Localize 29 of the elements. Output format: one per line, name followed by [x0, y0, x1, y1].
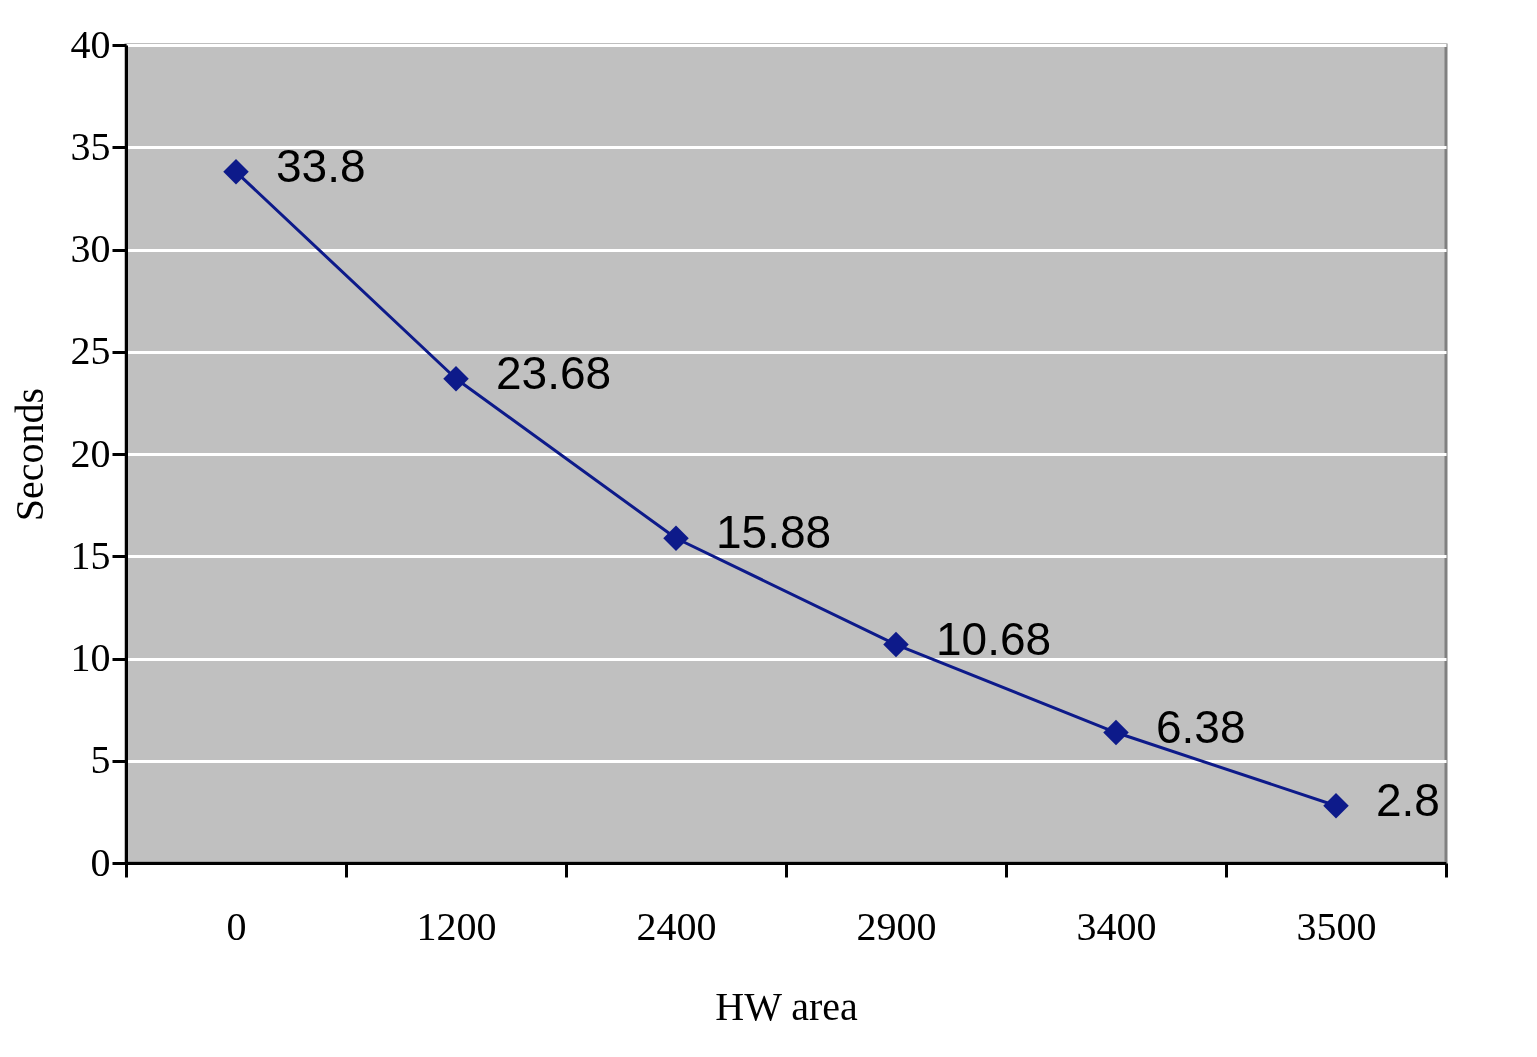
y-tick-label: 35	[70, 123, 111, 169]
x-tick-label: 2900	[856, 903, 937, 949]
x-tick-label: 3400	[1076, 903, 1157, 949]
x-tick-label: 1200	[416, 903, 497, 949]
y-tick-label: 25	[70, 328, 111, 374]
x-tick-label: 2400	[636, 903, 717, 949]
point	[1103, 719, 1129, 746]
point	[223, 159, 249, 185]
x-tick-label: 3500	[1296, 903, 1377, 949]
data-label: 23.68	[496, 346, 612, 399]
data-label: 10.68	[936, 612, 1052, 665]
data-label: 2.8	[1376, 773, 1440, 826]
data-label: 33.8	[276, 139, 366, 192]
x-tick-label: 0	[226, 903, 247, 949]
data-label: 15.88	[716, 506, 832, 559]
y-tick-label: 40	[70, 21, 111, 67]
y-tick-label: 15	[70, 532, 111, 578]
y-tick-label: 5	[90, 737, 111, 783]
y-axis-title: Seconds	[6, 387, 52, 522]
point	[1323, 792, 1349, 819]
y-tick-label: 10	[70, 635, 111, 680]
x-axis-title: HW area	[715, 983, 858, 1029]
y-tick-label: 20	[70, 430, 111, 476]
point	[663, 525, 689, 551]
point	[883, 631, 909, 658]
point	[443, 366, 469, 392]
y-tick-label: 0	[90, 839, 111, 885]
data-label: 6.38	[1156, 700, 1246, 753]
y-tick-label: 30	[70, 226, 111, 271]
